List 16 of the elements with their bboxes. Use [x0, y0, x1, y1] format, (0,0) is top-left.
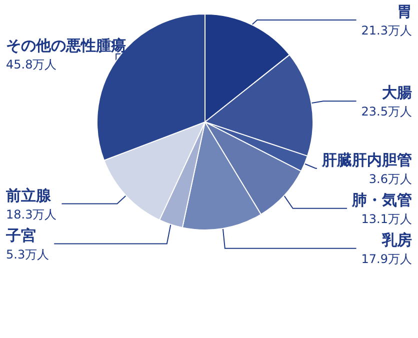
slice-label: 子宮	[5, 226, 36, 244]
data-label: 18.3万人	[6, 207, 57, 222]
slice-label: 前立腺	[5, 186, 52, 204]
data-label: 45.8万人	[6, 57, 57, 72]
slice-label: その他の悪性腫瘍	[6, 36, 126, 54]
data-label: 5.3万人	[6, 247, 50, 262]
slice-label: 胃	[397, 2, 412, 20]
data-label: 23.5万人	[361, 104, 412, 119]
data-label: 21.3万人	[361, 24, 412, 38]
slice-label: 大腸	[382, 84, 412, 102]
slice-label: 肺・気管	[351, 190, 412, 209]
data-label: 13.1万人	[361, 212, 412, 226]
data-label: 3.6万人	[368, 172, 412, 186]
slice-label: 肝臓肝内胆管	[321, 150, 412, 169]
data-label: 17.9万人	[361, 252, 412, 266]
slice-label: 乳房	[381, 230, 412, 249]
